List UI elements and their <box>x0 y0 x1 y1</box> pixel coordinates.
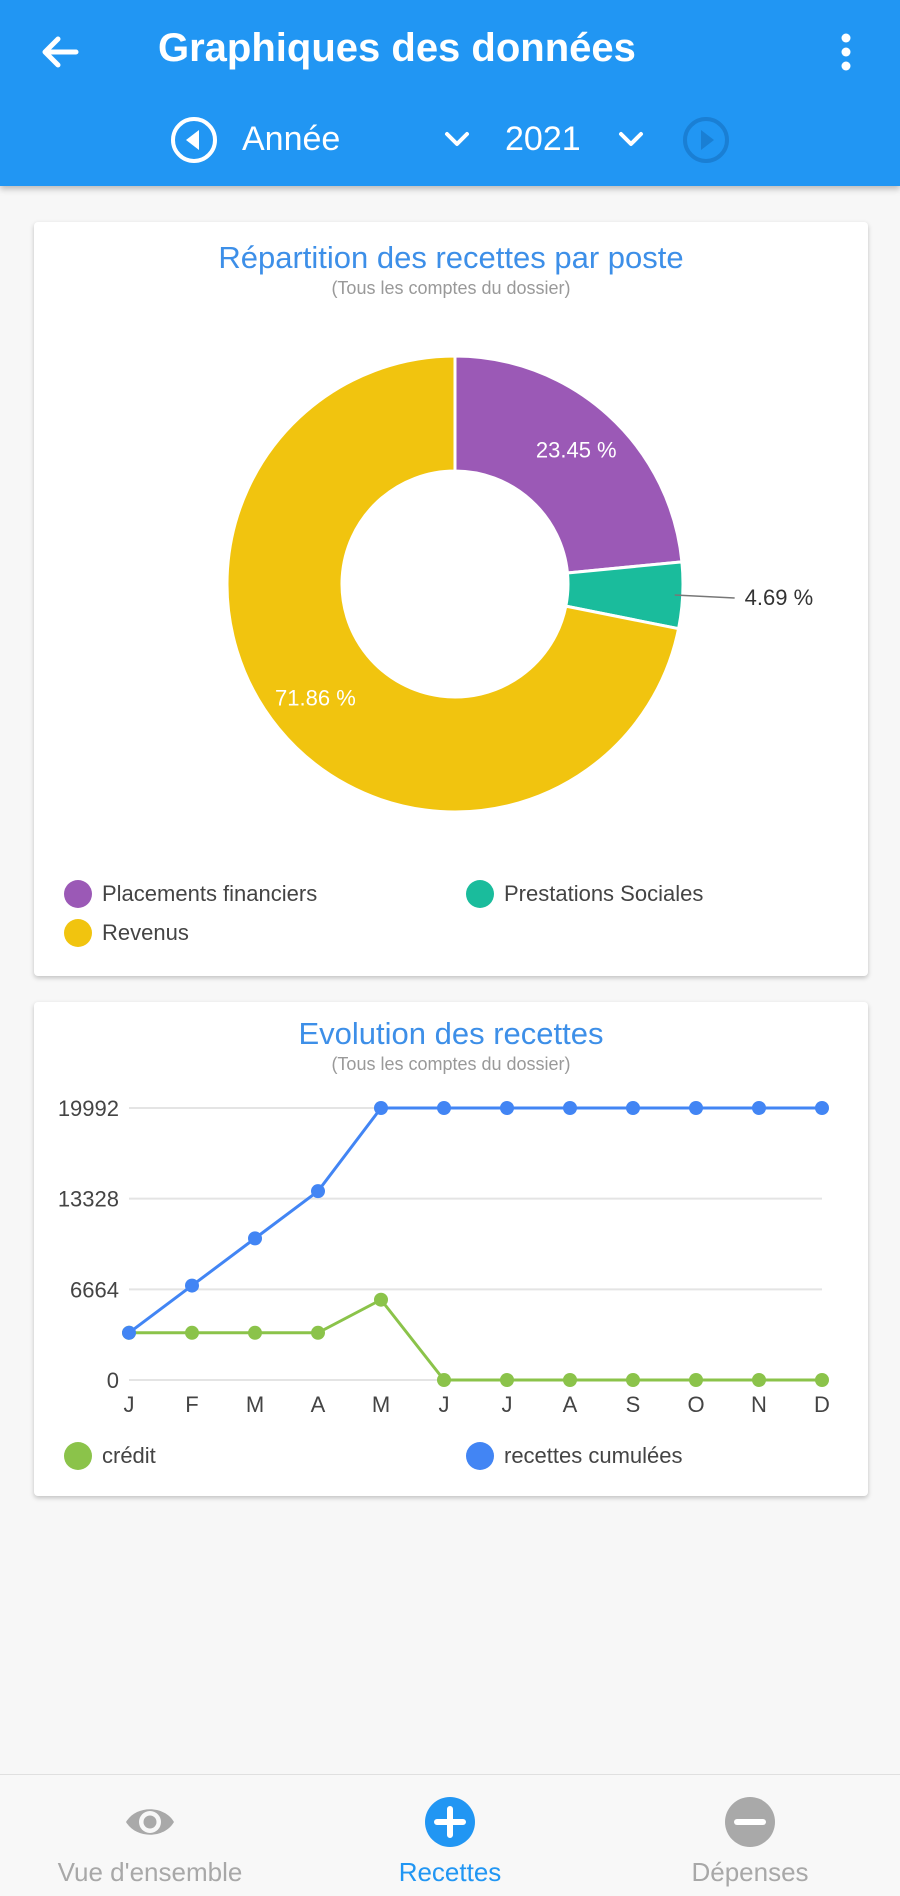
x-tick-label: J <box>124 1392 135 1417</box>
data-point[interactable] <box>374 1101 388 1115</box>
data-point[interactable] <box>437 1373 451 1387</box>
y-tick-label: 0 <box>107 1368 119 1393</box>
data-point[interactable] <box>752 1101 766 1115</box>
eye-icon <box>126 1809 174 1835</box>
x-tick-label: N <box>751 1392 767 1417</box>
bottom-navigation: Vue d'ensemble Recettes Dépenses <box>0 1774 900 1896</box>
data-point[interactable] <box>626 1373 640 1387</box>
legend-swatch <box>64 1442 92 1470</box>
data-point[interactable] <box>248 1325 262 1340</box>
page-title: Graphiques des données <box>158 26 636 70</box>
x-tick-label: O <box>687 1392 704 1417</box>
data-point[interactable] <box>500 1373 514 1387</box>
overflow-menu-button[interactable] <box>826 22 866 82</box>
nav-label: Dépenses <box>691 1857 809 1887</box>
data-point[interactable] <box>563 1101 577 1115</box>
series-line <box>129 1297 822 1382</box>
year-dropdown-button[interactable] <box>614 126 648 154</box>
pie-chart-card: Répartition des recettes par poste (Tous… <box>34 222 868 976</box>
data-point[interactable] <box>311 1184 325 1199</box>
legend-label: crédit <box>102 1443 156 1468</box>
x-tick-label: M <box>372 1392 390 1417</box>
data-point[interactable] <box>185 1278 199 1293</box>
x-tick-label: S <box>626 1392 641 1417</box>
data-point[interactable] <box>626 1101 640 1115</box>
x-tick-label: A <box>311 1392 326 1417</box>
minus-circle-icon <box>725 1797 775 1847</box>
data-point[interactable] <box>437 1101 451 1115</box>
legend-swatch <box>64 919 92 947</box>
legend-item-revenus[interactable]: Revenus <box>64 919 189 947</box>
more-vertical-icon <box>841 33 851 71</box>
line-chart: 0 6664 13328 19992 J F M A M J J A S O N D <box>58 1096 830 1417</box>
data-point[interactable] <box>185 1325 199 1340</box>
legend-item-credit[interactable]: crédit <box>64 1442 156 1470</box>
data-point[interactable] <box>374 1292 388 1307</box>
legend-label: Revenus <box>102 920 189 945</box>
pie-slice[interactable] <box>453 354 684 575</box>
legend-item-recettes-cumulees[interactable]: recettes cumulées <box>466 1442 683 1470</box>
previous-period-button[interactable] <box>168 114 220 166</box>
period-dropdown-button[interactable] <box>440 126 474 154</box>
data-point[interactable] <box>563 1373 577 1387</box>
legend-item-placements[interactable]: Placements financiers <box>64 880 317 908</box>
data-point[interactable] <box>689 1373 703 1387</box>
plus-circle-icon <box>425 1797 475 1847</box>
pie-slice[interactable] <box>225 354 681 814</box>
data-point[interactable] <box>689 1101 703 1115</box>
chevron-left-circle-icon <box>171 117 217 163</box>
y-tick-label: 13328 <box>58 1187 119 1212</box>
app-bar: Graphiques des données Année 2021 <box>0 0 900 186</box>
x-tick-label: D <box>814 1392 830 1417</box>
pie-label-leader-line <box>674 594 735 599</box>
period-select[interactable]: Année <box>242 120 341 158</box>
nav-label: Recettes <box>398 1857 502 1887</box>
x-tick-label: J <box>502 1392 513 1417</box>
legend-swatch <box>64 880 92 908</box>
y-tick-label: 6664 <box>70 1277 119 1302</box>
x-tick-label: J <box>439 1392 450 1417</box>
data-point[interactable] <box>815 1373 829 1387</box>
y-tick-label: 19992 <box>58 1096 119 1121</box>
next-period-button[interactable] <box>680 114 732 166</box>
data-point[interactable] <box>248 1231 262 1246</box>
x-tick-label: A <box>563 1392 578 1417</box>
donut-chart: 23.45 % 4.69 % 71.86 % <box>225 354 814 814</box>
data-point[interactable] <box>122 1325 136 1340</box>
legend-swatch <box>466 1442 494 1470</box>
legend-label: recettes cumulées <box>504 1443 683 1468</box>
nav-recettes[interactable]: Recettes <box>300 1775 600 1896</box>
x-tick-label: M <box>246 1392 264 1417</box>
nav-label: Vue d'ensemble <box>57 1857 243 1887</box>
series-line <box>128 1106 822 1334</box>
back-button[interactable] <box>32 22 92 82</box>
data-point[interactable] <box>815 1101 829 1115</box>
line-chart-card: Evolution des recettes (Tous les comptes… <box>34 1002 868 1496</box>
pie-slice-label: 4.69 % <box>745 585 814 610</box>
pie-slice-label: 23.45 % <box>536 437 617 462</box>
chevron-right-circle-icon <box>683 117 729 163</box>
pie-slice-label: 71.86 % <box>275 685 356 710</box>
data-point[interactable] <box>500 1101 514 1115</box>
data-point[interactable] <box>752 1373 766 1387</box>
year-select[interactable]: 2021 <box>505 120 581 158</box>
legend-item-prestations[interactable]: Prestations Sociales <box>466 880 703 908</box>
chevron-down-icon <box>619 132 643 146</box>
pie-chart-title: Répartition des recettes par poste <box>218 240 684 275</box>
data-point[interactable] <box>311 1325 325 1340</box>
x-tick-label: F <box>185 1392 198 1417</box>
legend-label: Prestations Sociales <box>504 881 704 906</box>
line-chart-title: Evolution des recettes <box>298 1016 604 1051</box>
legend-label: Placements financiers <box>102 881 318 906</box>
nav-depenses[interactable]: Dépenses <box>600 1775 900 1896</box>
chevron-down-icon <box>445 132 469 146</box>
pie-chart-subtitle: (Tous les comptes du dossier) <box>331 278 571 298</box>
line-chart-subtitle: (Tous les comptes du dossier) <box>331 1054 571 1074</box>
nav-overview[interactable]: Vue d'ensemble <box>0 1775 300 1896</box>
arrow-left-icon <box>42 36 79 68</box>
legend-swatch <box>466 880 494 908</box>
